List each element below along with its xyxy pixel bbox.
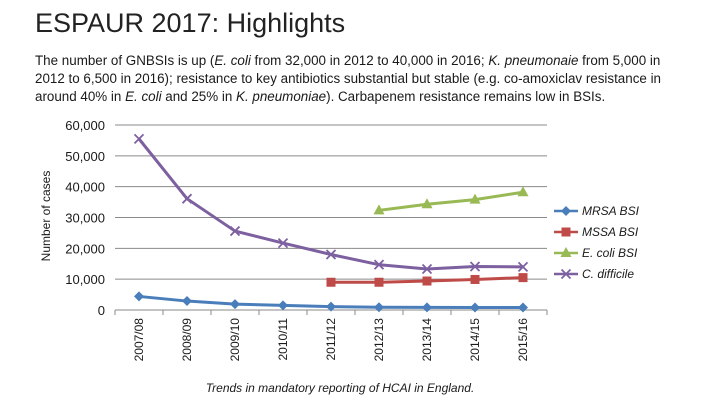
legend-item: E. coli BSI xyxy=(554,246,638,260)
x-marker-stroke xyxy=(469,261,481,272)
y-tick-label: 30,000 xyxy=(65,211,105,226)
x-marker-stroke xyxy=(277,237,289,249)
data-point xyxy=(134,291,144,302)
x-tick-label: 2015/16 xyxy=(516,318,530,362)
series-c-difficile xyxy=(133,133,529,275)
legend-label: C. difficile xyxy=(582,267,634,281)
data-point xyxy=(518,273,528,283)
legend-marker xyxy=(560,247,572,257)
data-point xyxy=(325,249,337,260)
x-tick-label: 2011/12 xyxy=(324,318,338,361)
legend-item: MSSA BSI xyxy=(554,225,639,239)
data-point xyxy=(470,274,480,284)
data-point xyxy=(470,302,480,313)
x-marker-stroke xyxy=(421,263,433,275)
series-line xyxy=(137,137,524,271)
data-point xyxy=(421,263,433,275)
y-axis-ticks: 0 10,000 20,000 30,000 40,000 50,000 60,000 xyxy=(65,118,105,318)
y-tick-label: 40,000 xyxy=(65,180,105,195)
data-point xyxy=(518,302,528,313)
data-point xyxy=(469,261,481,272)
data-point xyxy=(422,276,432,286)
body-text-2: from 32,000 in 2012 to 40,000 in 2016; xyxy=(250,53,489,68)
x-marker-stroke xyxy=(325,249,337,260)
legend-label: MRSA BSI xyxy=(582,204,640,218)
x-marker-stroke xyxy=(229,225,241,237)
data-point xyxy=(422,302,432,313)
legend-item: C. difficile xyxy=(554,267,634,281)
legend-label: E. coli BSI xyxy=(582,246,638,260)
data-point xyxy=(469,193,481,204)
x-tick-label: 2007/08 xyxy=(132,318,146,362)
y-tick-label: 10,000 xyxy=(65,272,105,287)
body-text-3: from 5,000 in 2012 to 6,500 in 2016); re… xyxy=(35,53,661,104)
x-marker-stroke xyxy=(133,133,145,145)
x-marker-stroke xyxy=(181,193,193,204)
slide-title: ESPAUR 2017: Highlights xyxy=(35,8,346,38)
x-marker-stroke xyxy=(560,268,572,280)
data-point xyxy=(229,225,241,237)
y-tick-label: 60,000 xyxy=(65,118,105,133)
data-point xyxy=(278,300,288,311)
data-point xyxy=(421,198,433,209)
body-text-4: and 25% in xyxy=(161,89,237,104)
x-axis-ticks: 2007/08 2008/09 2009/10 2010/11 2011/12 2012/… xyxy=(132,318,530,362)
x-tick-label: 2014/15 xyxy=(468,318,482,362)
data-point xyxy=(373,259,385,270)
body-italic-1: E. coli xyxy=(214,53,251,68)
body-italic-3: E. coli xyxy=(125,89,162,104)
legend-marker xyxy=(560,268,572,280)
x-axis-caption: Trends in mandatory reporting of HCAI in… xyxy=(206,381,475,395)
chart-legend: MRSA BSI MSSA BSI E. coli BSI C. difficile xyxy=(554,204,640,281)
legend-marker xyxy=(561,206,571,216)
body-italic-4: K. pneumoniae xyxy=(236,89,327,104)
data-point xyxy=(326,277,336,287)
y-tick-label: 0 xyxy=(98,303,105,318)
y-tick-label: 50,000 xyxy=(65,149,105,164)
chart-gridlines xyxy=(115,124,547,280)
x-marker-stroke xyxy=(373,259,385,270)
data-point xyxy=(374,302,384,313)
body-text-1: The number of GNBSIs is up ( xyxy=(35,53,215,68)
data-point xyxy=(133,133,145,145)
series-mrsa-bsi xyxy=(134,291,528,313)
x-tick-label: 2009/10 xyxy=(228,318,242,362)
legend-item: MRSA BSI xyxy=(554,204,640,218)
series-line xyxy=(378,190,524,212)
data-point xyxy=(277,237,289,249)
data-point xyxy=(374,277,384,287)
y-axis-label: Number of cases xyxy=(39,171,53,262)
body-italic-2: K. pneumonaie xyxy=(488,53,579,68)
highlights-paragraph: The number of GNBSIs is up (E. coli from… xyxy=(35,52,680,106)
x-tick-label: 2010/11 xyxy=(276,318,290,361)
x-marker-stroke xyxy=(517,261,529,272)
data-point xyxy=(181,193,193,204)
data-point xyxy=(517,186,529,197)
series-e-coli-bsi xyxy=(373,186,529,215)
body-text-5: ). Carbapenem resistance remains low in … xyxy=(326,89,606,104)
y-tick-label: 20,000 xyxy=(65,241,105,256)
x-tick-label: 2013/14 xyxy=(420,318,434,362)
legend-label: MSSA BSI xyxy=(582,225,639,239)
legend-marker xyxy=(561,227,571,237)
x-tick-label: 2008/09 xyxy=(180,318,194,362)
x-tick-label: 2012/13 xyxy=(372,318,386,362)
data-point xyxy=(182,296,192,307)
data-point xyxy=(326,301,336,312)
data-point xyxy=(230,299,240,310)
data-point xyxy=(517,261,529,272)
data-point xyxy=(373,204,385,215)
series-mssa-bsi xyxy=(326,273,528,287)
chart-series xyxy=(133,133,529,313)
